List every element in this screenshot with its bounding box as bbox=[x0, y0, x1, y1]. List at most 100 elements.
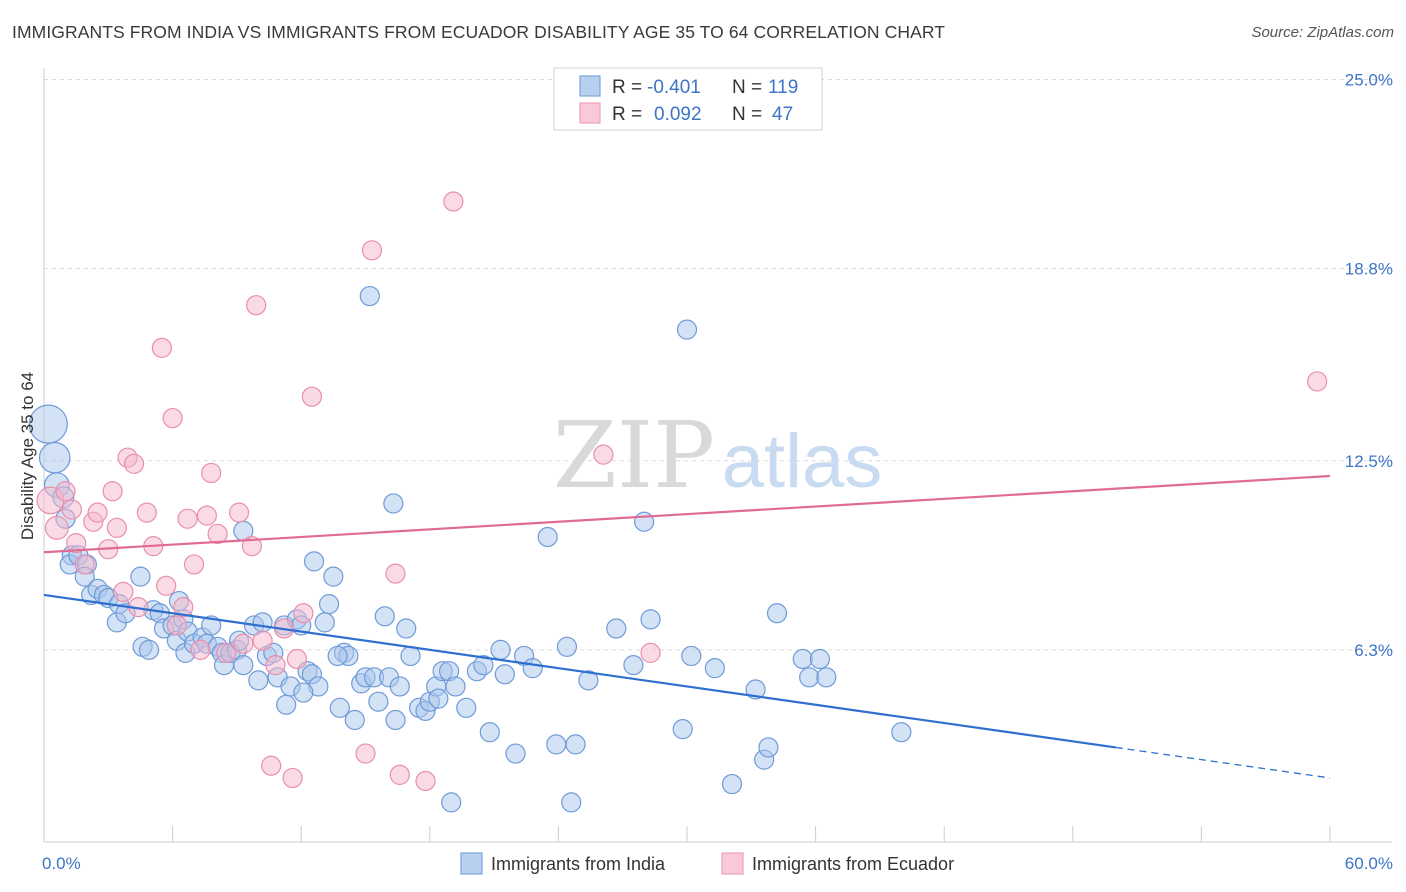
india-point bbox=[672, 719, 693, 740]
y-tick-label: 6.3% bbox=[1354, 641, 1393, 660]
india-point bbox=[676, 319, 698, 340]
india-point bbox=[704, 658, 725, 679]
india-point bbox=[490, 639, 511, 660]
india-point bbox=[634, 511, 655, 532]
ecuador-point bbox=[166, 615, 187, 636]
stats-legend: R = -0.401 N = 119 R = 0.092 N = 47 bbox=[553, 67, 823, 131]
ecuador-point bbox=[286, 648, 308, 670]
india-point bbox=[329, 697, 350, 718]
ecuador-point bbox=[207, 523, 228, 545]
india-point bbox=[389, 676, 410, 697]
ecuador-trend-line bbox=[43, 474, 1331, 554]
ecuador-point bbox=[261, 755, 282, 776]
india-point bbox=[441, 792, 462, 813]
india-point bbox=[314, 612, 335, 633]
legend-n-label-ecuador: N = bbox=[732, 104, 762, 125]
bottom-legend: Immigrants from India Immigrants from Ec… bbox=[460, 852, 954, 875]
india-point bbox=[556, 636, 578, 657]
bottom-legend-label-ecuador: Immigrants from Ecuador bbox=[752, 854, 954, 874]
india-point bbox=[38, 441, 71, 474]
india-point bbox=[799, 667, 820, 688]
ecuador-point bbox=[361, 240, 383, 261]
india-point bbox=[359, 285, 380, 307]
ecuador-point bbox=[123, 453, 145, 474]
ecuador-point bbox=[61, 499, 82, 520]
india-point bbox=[505, 743, 526, 764]
india-point bbox=[473, 654, 494, 676]
india-point bbox=[766, 603, 788, 624]
ecuador-point bbox=[241, 536, 263, 557]
trend-lines bbox=[43, 474, 1331, 779]
india-point bbox=[809, 648, 830, 670]
legend-n-label-india: N = bbox=[732, 77, 762, 98]
india-point bbox=[623, 654, 644, 676]
source-label: Source: ZipAtlas.com bbox=[1251, 24, 1394, 41]
legend-n-value-ecuador: 47 bbox=[772, 104, 793, 125]
india-point bbox=[640, 609, 661, 630]
india-point bbox=[745, 679, 766, 700]
ecuador-point bbox=[593, 444, 614, 465]
legend-swatch-india bbox=[579, 75, 601, 97]
india-point bbox=[546, 734, 567, 755]
ecuador-point bbox=[162, 407, 183, 429]
x-tick-label: 0.0% bbox=[42, 854, 81, 873]
india-point bbox=[323, 566, 344, 587]
legend-r-label-ecuador: R = bbox=[612, 104, 642, 125]
india-trend-extension bbox=[1115, 746, 1331, 779]
ecuador-point bbox=[355, 743, 376, 764]
india-point bbox=[293, 682, 314, 703]
india-point bbox=[368, 691, 389, 712]
ecuador-point bbox=[233, 633, 254, 654]
ecuador-point bbox=[183, 554, 205, 575]
y-axis-label: Disability Age 35 to 64 bbox=[18, 372, 37, 540]
india-point bbox=[201, 615, 222, 636]
india-point bbox=[318, 593, 340, 615]
ecuador-point bbox=[282, 767, 303, 789]
india-point bbox=[721, 773, 743, 795]
watermark-atlas: atlas bbox=[722, 419, 883, 504]
india-point bbox=[396, 618, 417, 639]
ecuador-point bbox=[228, 502, 250, 523]
india-point bbox=[681, 645, 702, 667]
india-point bbox=[561, 792, 582, 813]
india-point bbox=[445, 676, 466, 697]
india-point bbox=[252, 612, 273, 633]
watermark: ZIP atlas bbox=[553, 402, 882, 509]
india-point bbox=[494, 664, 515, 685]
ecuador-point bbox=[113, 581, 134, 603]
ecuador-point bbox=[389, 764, 410, 786]
ecuador-point bbox=[151, 337, 172, 358]
bottom-legend-label-india: Immigrants from India bbox=[491, 854, 666, 874]
ecuador-point bbox=[74, 554, 95, 575]
ecuador-point bbox=[293, 603, 314, 624]
india-point bbox=[816, 667, 837, 688]
india-point bbox=[130, 566, 151, 587]
india-point bbox=[28, 404, 68, 444]
ecuador-point bbox=[246, 295, 267, 316]
india-point bbox=[456, 697, 477, 718]
ecuador-point bbox=[136, 502, 157, 523]
tick-labels: 6.3% 12.5% 18.8% 25.0% 0.0% 60.0% bbox=[42, 71, 1393, 874]
ecuador-point bbox=[87, 502, 108, 523]
watermark-zip: ZIP bbox=[553, 402, 715, 509]
ecuador-point bbox=[55, 481, 76, 502]
india-point bbox=[792, 648, 813, 670]
y-tick-label: 25.0% bbox=[1345, 71, 1393, 90]
india-trend-line bbox=[43, 593, 1116, 749]
india-point bbox=[537, 526, 558, 548]
y-tick-label: 18.8% bbox=[1345, 260, 1393, 279]
ecuador-point bbox=[66, 532, 87, 554]
india-point bbox=[606, 618, 627, 639]
grid-lines bbox=[44, 79, 1392, 651]
ecuador-point bbox=[640, 642, 661, 664]
ecuador-point bbox=[1307, 371, 1328, 392]
ecuador-point bbox=[173, 597, 194, 618]
ecuador-point bbox=[106, 517, 127, 538]
ecuador-point bbox=[44, 515, 69, 540]
ecuador-point bbox=[102, 481, 123, 502]
chart-title: IMMIGRANTS FROM INDIA VS IMMIGRANTS FROM… bbox=[12, 22, 946, 42]
legend-r-value-ecuador: 0.092 bbox=[654, 104, 702, 125]
ecuador-point bbox=[252, 630, 273, 651]
india-point bbox=[327, 645, 348, 667]
